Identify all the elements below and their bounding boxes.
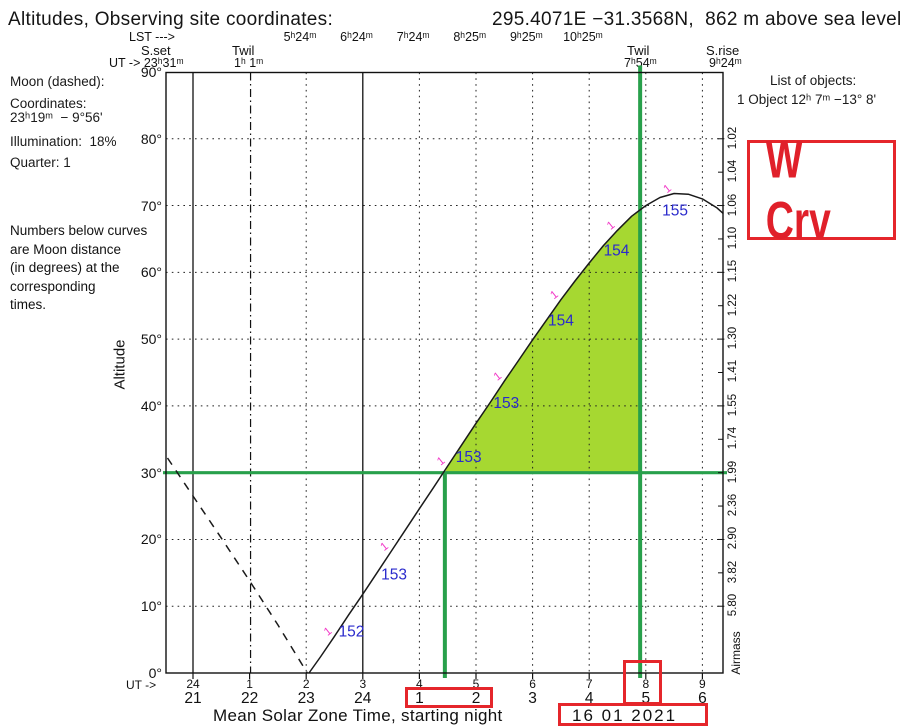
moon-dashed-label: Moon (dashed): [10,74,105,89]
moon-distance-label: 155 [662,203,688,220]
altitude-tick-label: 60° [140,264,162,281]
start-night-date: 16 01 2021 [572,706,678,725]
altitude-tick-label: 50° [140,331,162,348]
page-title-coordinates: 295.4071E −31.3568N, 862 m above sea lev… [492,9,902,30]
altitude-tick-label: 30° [140,464,162,481]
list-of-objects-title: List of objects: [770,73,857,88]
ut-tick-label: 2 [302,677,310,691]
solar-tick-label: 6 [698,690,707,707]
solar-tick-label: 3 [528,690,537,707]
object-entry: 1 Object 12ʰ 7ᵐ −13° 8' [737,92,877,107]
moon-coordinates-value: 23ʰ19ᵐ − 9°56' [10,110,103,125]
sunset-label: S.set [141,43,171,58]
ut-axis-prefix: UT -> [126,678,157,692]
moon-quarter: Quarter: 1 [10,155,71,170]
altitude-tick-label: 80° [140,130,162,147]
object-marker: 1 [379,540,391,553]
ut-tick-label: 1 [246,677,253,691]
sunrise-label: S.rise [706,43,740,58]
lst-tick-label: 7ʰ24ᵐ [396,30,430,44]
ut-tick-label: 3 [359,677,367,691]
ut-tick-label: 7 [585,677,593,691]
solar-tick-label: 22 [240,690,259,707]
lst-tick-label: 10ʰ25ᵐ [563,30,603,44]
lst-axis-label: LST ---> [129,30,175,44]
sunrise-time: 9ʰ24ᵐ [709,56,742,70]
moon-distance-label: 153 [381,566,407,583]
lst-tick-label: 8ʰ25ᵐ [453,30,487,44]
moon-distance-note: Numbers below curves are Moon distance (… [10,223,148,312]
altitude-tick-label: 10° [140,598,162,615]
altitude-tick-label: 0° [148,665,162,681]
ut-tick-label: 4 [416,677,423,691]
object-marker: 1 [322,625,334,638]
solar-tick-label: 1 [415,690,424,707]
ut-tick-label: 6 [529,677,536,691]
moon-distance-label: 153 [456,449,482,466]
moon-distance-label: 154 [604,242,630,259]
annotation-box-solar-hours [405,687,493,708]
observable-window-fill [444,209,641,473]
morning-twilight-label: Twil [627,43,650,58]
solar-tick-label: 23 [297,690,315,707]
moon-distance-label: 153 [493,395,519,412]
object-marker: 1 [605,219,617,232]
sunset-time: UT -> 23ʰ31ᵐ [109,56,184,70]
altitude-tick-label: 70° [140,197,162,214]
object-name-label: W Crv [765,130,831,250]
ut-tick-label: 24 [186,677,200,691]
moon-coordinates-label: Coordinates: [10,96,87,111]
ut-tick-label: 5 [472,677,480,691]
object-marker: 1 [435,455,447,468]
solar-tick-label: 21 [184,690,202,707]
lst-tick-label: 9ʰ25ᵐ [509,30,543,44]
x-axis-caption: Mean Solar Zone Time, starting night [213,706,503,725]
evening-twilight-time: 1ʰ 1ᵐ [234,56,264,70]
lst-tick-label: 5ʰ24ᵐ [283,30,317,44]
annotation-box-object-name: W Crv [747,130,896,250]
solar-tick-label: 5 [641,690,651,707]
ut-tick-label: 9 [699,677,706,691]
annotation-box-date [558,703,708,726]
ut-tick-label: 8 [642,677,650,691]
morning-twilight-time: 7ʰ54ᵐ [624,56,657,70]
solar-tick-label: 24 [354,690,372,707]
moon-altitude-curve [166,457,308,674]
altitude-tick-label: 20° [140,531,162,548]
annotation-box-ut8 [623,660,662,705]
moon-distance-label: 152 [339,623,365,640]
object-marker: 1 [492,370,504,383]
altitude-tick-label: 40° [140,397,162,414]
object-altitude-curve [308,192,724,674]
object-marker: 1 [548,289,560,302]
solar-tick-label: 4 [584,690,594,707]
page-title-left: Altitudes, Observing site coordinates: [8,9,334,30]
moon-illumination: Illumination: 18% [10,134,117,149]
altitude-tick-label: 90° [140,63,162,80]
solar-tick-label: 2 [471,690,481,707]
moon-distance-label: 154 [548,313,574,330]
lst-tick-label: 6ʰ24ᵐ [340,30,373,44]
evening-twilight-label: Twil [232,43,255,58]
